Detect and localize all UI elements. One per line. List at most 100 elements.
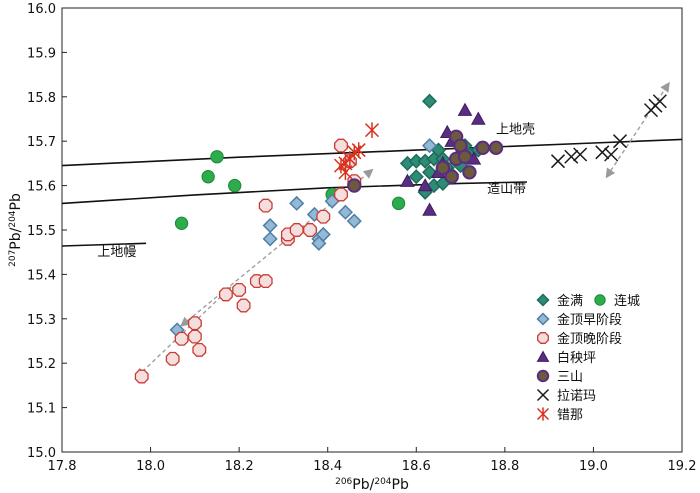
data-point xyxy=(462,165,477,180)
data-point xyxy=(289,223,304,237)
data-point xyxy=(435,160,451,176)
data-point xyxy=(334,138,348,153)
data-point xyxy=(218,287,233,302)
x-tick-label: 18.0 xyxy=(136,459,165,474)
y-tick-label: 15.1 xyxy=(27,402,56,417)
y-tick-label: 15.7 xyxy=(27,135,56,150)
curve-label: 上地壳 xyxy=(496,123,535,138)
legend-item: 金顶早阶段 xyxy=(536,312,622,328)
legend-label: 三山 xyxy=(557,370,583,385)
data-point xyxy=(338,155,353,172)
legend-label: 错那 xyxy=(557,408,583,423)
data-points xyxy=(134,93,667,384)
axes: 17.8 18.0 18.2 18.4 18.6 18.8 19.0 19.2 15.0 15.1… xyxy=(8,2,696,493)
x-tick-label: 17.8 xyxy=(48,459,77,474)
x-tick-label: 18.2 xyxy=(225,459,254,474)
data-point xyxy=(134,369,149,384)
data-point xyxy=(417,178,433,192)
data-point xyxy=(201,170,215,184)
y-tick-label: 15.2 xyxy=(27,357,56,372)
legend-item: 金顶晚阶段 xyxy=(537,331,622,347)
data-point xyxy=(187,316,202,331)
data-point xyxy=(346,213,362,229)
x-tick-label: 19.2 xyxy=(668,459,697,474)
axis-title-text: Pb xyxy=(8,193,24,210)
y-axis-title: 207Pb/204Pb xyxy=(8,193,24,267)
data-point xyxy=(165,351,180,366)
series-points xyxy=(333,122,380,181)
data-point xyxy=(347,178,362,193)
legend-item: 连城 xyxy=(594,293,640,309)
data-point xyxy=(612,134,628,149)
axis-title-sup: 204 xyxy=(8,210,18,227)
data-point xyxy=(444,169,459,184)
data-point xyxy=(210,150,224,164)
data-point xyxy=(391,196,406,211)
x-tick-label: 19.0 xyxy=(579,459,608,474)
data-point xyxy=(400,173,415,187)
data-point xyxy=(595,145,610,160)
x-stroke xyxy=(536,388,550,402)
data-point xyxy=(351,142,366,158)
data-point xyxy=(228,178,242,193)
y-tick-label: 15.3 xyxy=(27,313,56,328)
data-point xyxy=(316,209,331,224)
legend-item: 三山 xyxy=(536,369,583,385)
x-stroke xyxy=(604,147,619,162)
legend-label: 拉诺玛 xyxy=(557,389,596,404)
series-points xyxy=(347,129,504,193)
data-point xyxy=(550,154,566,169)
legend-item: 错那 xyxy=(536,407,583,423)
y-tick-label: 15.9 xyxy=(27,46,56,61)
data-point xyxy=(457,102,473,116)
axis-title-sup: 204 xyxy=(374,477,391,487)
data-point xyxy=(174,216,189,231)
x-stroke xyxy=(564,149,579,164)
legend-item: 金满 xyxy=(536,293,583,309)
data-point xyxy=(422,93,438,109)
data-point xyxy=(258,274,273,289)
data-point xyxy=(457,149,473,164)
data-point xyxy=(236,298,251,313)
data-point xyxy=(364,122,380,138)
data-point xyxy=(604,147,619,162)
data-point xyxy=(652,94,667,109)
data-point xyxy=(334,187,348,202)
series-points xyxy=(550,94,667,169)
x-stroke xyxy=(612,134,628,149)
data-point xyxy=(258,198,273,213)
data-point xyxy=(192,342,207,357)
legend-marker xyxy=(536,388,550,402)
x-stroke xyxy=(652,94,667,109)
legend-marker xyxy=(536,369,550,383)
data-point xyxy=(315,226,331,243)
x-tick-label: 18.6 xyxy=(402,459,431,474)
x-axis-title: 206Pb/204Pb xyxy=(335,477,409,493)
axis-title-text: Pb/ xyxy=(8,227,24,249)
data-point xyxy=(289,195,305,211)
axis-title-text: Pb/ xyxy=(352,477,374,493)
plot-frame xyxy=(61,7,683,453)
y-tick-label: 15.0 xyxy=(27,446,56,461)
x-tick-label: 18.4 xyxy=(313,459,342,474)
axis-title-sup: 207 xyxy=(8,250,18,267)
data-point xyxy=(337,204,353,220)
legend-item: 拉诺玛 xyxy=(536,388,596,404)
x-tick-label: 18.8 xyxy=(490,459,519,474)
axis-title-sup: 206 xyxy=(335,477,352,487)
data-point xyxy=(232,282,247,297)
data-point xyxy=(187,329,202,344)
data-point xyxy=(408,169,424,185)
data-point xyxy=(262,231,278,247)
data-point xyxy=(470,111,486,125)
legend-marker xyxy=(536,312,550,326)
legend-marker xyxy=(537,332,549,344)
legend-label: 金顶晚阶段 xyxy=(557,331,622,347)
plot-area xyxy=(61,7,683,453)
legend-label: 金顶早阶段 xyxy=(557,312,622,328)
y-tick-label: 16.0 xyxy=(27,2,56,17)
legend-marker xyxy=(536,293,550,307)
